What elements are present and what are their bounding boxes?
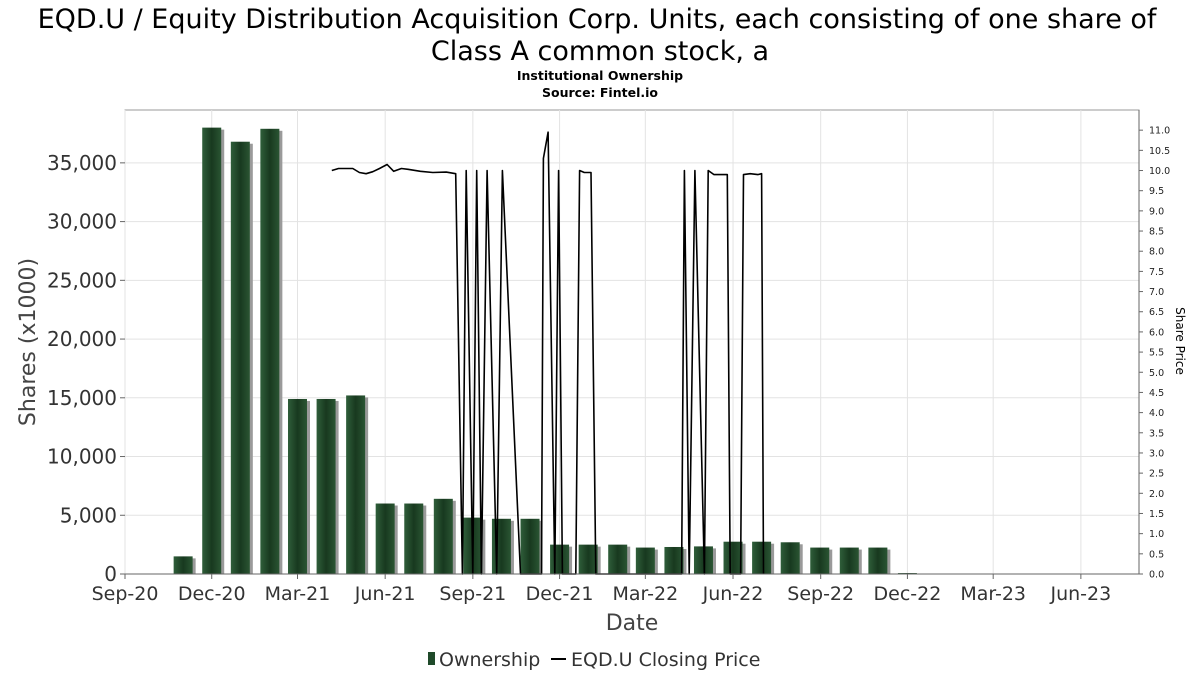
x-tick-label: Sep-20 bbox=[92, 583, 159, 605]
x-tick-label: Mar-23 bbox=[960, 583, 1026, 605]
y2-tick-label: 0.5 bbox=[1149, 549, 1164, 560]
ownership-bar bbox=[260, 129, 279, 574]
y2-tick-label: 5.5 bbox=[1149, 348, 1164, 359]
y2-tick-label: 9.0 bbox=[1149, 206, 1164, 217]
ownership-bar bbox=[434, 499, 453, 574]
chart-legend: Ownership EQD.U Closing Price bbox=[428, 649, 760, 671]
y-tick-label: 25,000 bbox=[47, 268, 117, 292]
ownership-bar bbox=[636, 548, 655, 574]
ownership-bar bbox=[550, 545, 569, 574]
y2-tick-label: 0.0 bbox=[1149, 570, 1164, 581]
x-axis-ticks: Sep-20 Dec-20 Mar-21 Jun-21 Sep-21 Dec-21 Mar-… bbox=[92, 574, 1112, 605]
x-tick-label: Mar-21 bbox=[265, 583, 331, 605]
x-tick-label: Dec-22 bbox=[874, 583, 942, 605]
y2-tick-label: 2.5 bbox=[1149, 469, 1164, 480]
ownership-bar bbox=[840, 548, 859, 574]
legend-price-label: EQD.U Closing Price bbox=[571, 649, 760, 671]
y2-tick-label: 6.0 bbox=[1149, 327, 1164, 338]
x-tick-label: Mar-22 bbox=[613, 583, 679, 605]
y2-tick-label: 6.5 bbox=[1149, 307, 1164, 318]
y2-tick-label: 7.5 bbox=[1149, 267, 1164, 278]
y-axis-ticks: 05,00010,00015,00020,00025,00030,00035,0… bbox=[47, 151, 125, 586]
ownership-bar bbox=[781, 542, 800, 574]
y2-tick-label: 5.0 bbox=[1149, 368, 1164, 379]
x-tick-label: Jun-22 bbox=[702, 583, 764, 605]
ownership-bar bbox=[868, 548, 887, 574]
y-tick-label: 5,000 bbox=[60, 503, 117, 527]
y2-tick-label: 7.0 bbox=[1149, 287, 1164, 298]
y2-tick-label: 3.5 bbox=[1149, 428, 1164, 439]
ownership-bar bbox=[317, 399, 336, 574]
ownership-bar bbox=[231, 142, 250, 574]
x-tick-label: Jun-21 bbox=[354, 583, 416, 605]
ownership-bar bbox=[724, 542, 743, 574]
ownership-bar bbox=[202, 128, 221, 574]
y2-tick-label: 4.5 bbox=[1149, 388, 1164, 399]
y2-tick-label: 10.0 bbox=[1149, 166, 1170, 177]
y2-axis-label: Share Price bbox=[1173, 307, 1187, 375]
y2-tick-label: 3.0 bbox=[1149, 448, 1164, 459]
y-axis-label: Shares (x1000) bbox=[16, 258, 41, 426]
ownership-bar bbox=[608, 545, 627, 574]
y2-tick-label: 11.0 bbox=[1149, 126, 1170, 137]
y2-tick-label: 4.0 bbox=[1149, 408, 1164, 419]
x-tick-label: Sep-21 bbox=[439, 583, 506, 605]
y-tick-label: 30,000 bbox=[47, 210, 117, 234]
y2-tick-label: 2.0 bbox=[1149, 489, 1164, 500]
y-tick-label: 15,000 bbox=[47, 386, 117, 410]
ownership-bar bbox=[404, 504, 423, 574]
chart-subtitle: Institutional Ownership bbox=[517, 68, 683, 83]
x-tick-label: Sep-22 bbox=[787, 583, 854, 605]
y-tick-label: 10,000 bbox=[47, 445, 117, 469]
y2-tick-label: 8.0 bbox=[1149, 247, 1164, 258]
y-tick-label: 35,000 bbox=[47, 151, 117, 175]
x-tick-label: Dec-20 bbox=[178, 583, 246, 605]
x-tick-label: Jun-23 bbox=[1049, 583, 1111, 605]
chart-source: Source: Fintel.io bbox=[542, 85, 658, 100]
ownership-bar bbox=[752, 542, 771, 574]
ownership-bar bbox=[521, 519, 540, 574]
x-tick-label: Dec-21 bbox=[526, 583, 594, 605]
chart-title-line-1: EQD.U / Equity Distribution Acquisition … bbox=[38, 4, 1158, 35]
y2-tick-label: 1.5 bbox=[1149, 509, 1164, 520]
ownership-bar bbox=[288, 399, 307, 574]
ownership-bar bbox=[174, 556, 193, 574]
ownership-bar bbox=[810, 548, 829, 574]
y2-axis-ticks: 0.0 0.5 1.0 1.5 2.0 2.5 3.0 3.5 4.0 4.5 5.0 5.5 6.0 6… bbox=[1139, 126, 1170, 581]
x-axis-label: Date bbox=[606, 611, 659, 636]
chart-title-line-2: Class A common stock, a bbox=[431, 36, 769, 67]
ownership-bar bbox=[346, 395, 365, 574]
y2-tick-label: 10.5 bbox=[1149, 146, 1170, 157]
y-tick-label: 20,000 bbox=[47, 327, 117, 351]
ownership-bar bbox=[664, 547, 683, 574]
y2-tick-label: 8.5 bbox=[1149, 227, 1164, 238]
ownership-bar bbox=[376, 504, 395, 574]
y2-tick-label: 1.0 bbox=[1149, 529, 1164, 540]
legend-ownership-label: Ownership bbox=[439, 649, 540, 671]
legend-ownership-swatch bbox=[428, 652, 435, 665]
y2-tick-label: 9.5 bbox=[1149, 186, 1164, 197]
